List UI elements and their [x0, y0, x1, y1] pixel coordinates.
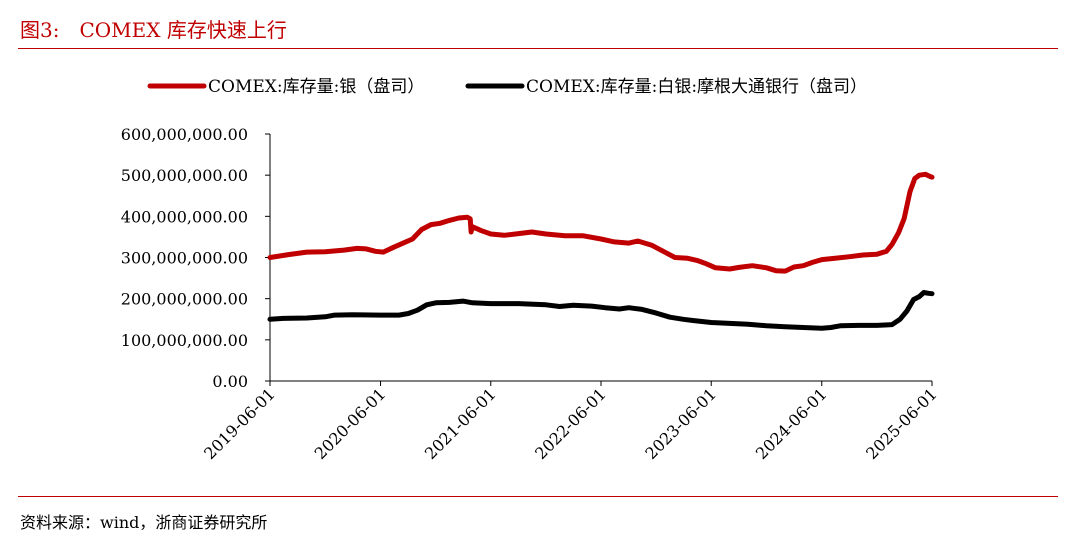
- y-tick-label: 200,000,000.00: [121, 290, 248, 309]
- x-tick-label: 2020-06-01: [311, 384, 390, 463]
- legend-label-jpmorgan: COMEX:库存量:白银:摩根大通银行（盘司）: [526, 77, 867, 97]
- x-tick-label: 2021-06-01: [421, 384, 500, 463]
- title-divider: [18, 48, 1058, 49]
- y-tick-label: 400,000,000.00: [121, 207, 248, 226]
- series-line-jpmorgan: [267, 290, 935, 331]
- legend: COMEX:库存量:银（盘司） COMEX:库存量:白银:摩根大通银行（盘司）: [147, 77, 867, 97]
- y-tick-label: 300,000,000.00: [121, 249, 248, 268]
- source-note: 资料来源：wind，浙商证券研究所: [20, 513, 268, 532]
- x-tick-label: 2023-06-01: [641, 384, 720, 463]
- source-divider: [18, 496, 1058, 497]
- x-tick-label: 2025-06-01: [862, 384, 941, 463]
- figure-title: 图3: COMEX 库存快速上行: [20, 18, 287, 42]
- x-tick-label: 2019-06-01: [200, 384, 279, 463]
- x-tick-label: 2022-06-01: [531, 384, 610, 463]
- legend-label-silver: COMEX:库存量:银（盘司）: [208, 77, 424, 97]
- y-tick-label: 600,000,000.00: [121, 125, 248, 144]
- x-tick-label: 2024-06-01: [752, 384, 831, 463]
- y-tick-label: 500,000,000.00: [121, 166, 248, 185]
- x-axis-tick-labels: 2019-06-01 2020-06-01 2021-06-01 2022-06-01…: [200, 384, 941, 463]
- y-tick-label: 100,000,000.00: [121, 331, 248, 350]
- series-layer: [267, 171, 935, 331]
- series-line-silver: [267, 171, 935, 274]
- y-tick-label: 0.00: [212, 372, 248, 391]
- y-axis-tick-labels: 0.00 100,000,000.00 200,000,000.00 300,000,…: [121, 125, 248, 391]
